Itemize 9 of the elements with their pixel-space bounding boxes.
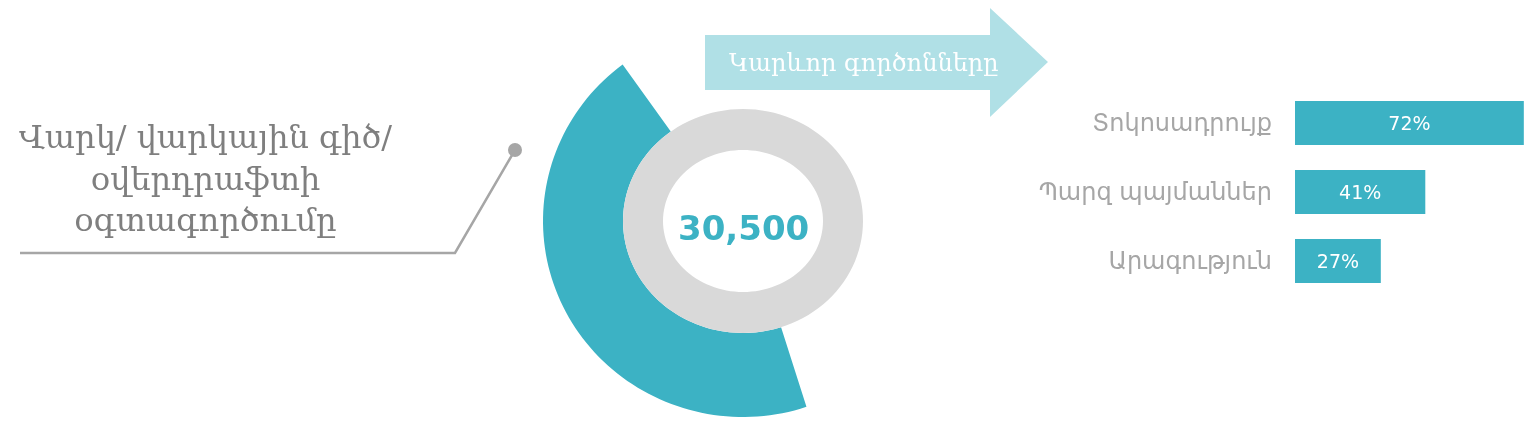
text: Կարևոր գործոնները — [729, 49, 999, 77]
y-tick-label: Արագություն — [1108, 247, 1272, 276]
data-label: 72% — [1388, 112, 1431, 134]
data-label: 27% — [1316, 250, 1360, 272]
text: 30,500 — [678, 208, 810, 248]
y-tick-label: Տոկոսադրույք — [1092, 109, 1272, 138]
data-label: 41% — [1339, 181, 1382, 203]
text: Վարկ/ վարկային գիծ/ օվերդրաֆտի օգտագործումը — [19, 118, 393, 240]
y-tick-label: Պարզ պայմաններ — [1038, 178, 1272, 207]
